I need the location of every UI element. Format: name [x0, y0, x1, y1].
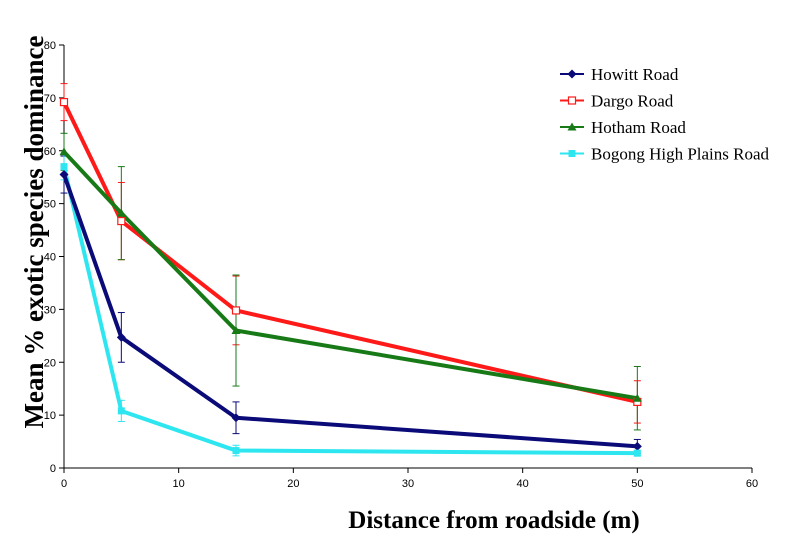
data-point: [60, 163, 68, 171]
x-tick-label: 20: [287, 478, 299, 490]
data-point: [568, 150, 576, 157]
y-tick-label: 20: [44, 357, 56, 369]
data-point: [116, 332, 126, 342]
x-tick-label: 60: [746, 478, 758, 490]
y-tick-label: 60: [44, 146, 56, 158]
data-point: [116, 208, 126, 217]
x-tick-label: 0: [61, 478, 67, 490]
data-point: [59, 147, 69, 156]
y-tick-label: 70: [44, 93, 56, 105]
data-point: [232, 447, 240, 455]
x-axis-label: Distance from roadside (m): [348, 507, 639, 534]
y-tick-label: 30: [44, 304, 56, 316]
x-tick-label: 40: [517, 478, 529, 490]
data-point: [633, 449, 641, 457]
y-tick-label: 0: [50, 463, 56, 475]
data-point: [231, 413, 241, 423]
data-point: [632, 441, 642, 451]
series-line: [62, 150, 638, 401]
axes: 0 10 20 30 40 50 60 70 80 0 10 20 30 40 50 60: [44, 40, 758, 490]
legend-label: Dargo Road: [591, 92, 674, 111]
series-lines: [62, 101, 638, 456]
error-bars: [60, 83, 641, 457]
data-point: [117, 216, 126, 226]
y-tick-label: 50: [44, 199, 56, 211]
series-line: [62, 101, 638, 404]
y-tick-label: 40: [44, 252, 56, 264]
series-line: [62, 166, 638, 456]
series-line: [62, 173, 638, 449]
x-tick-label: 30: [402, 478, 414, 490]
data-point: [59, 98, 69, 107]
data-point: [567, 122, 577, 131]
data-point: [59, 170, 69, 180]
data-point: [231, 326, 241, 335]
y-tick-label: 80: [44, 40, 56, 52]
data-point: [231, 306, 241, 315]
data-point: [567, 69, 577, 79]
x-tick-label: 50: [631, 478, 643, 490]
legend-label: Hotham Road: [591, 118, 686, 137]
legend: Howitt Road Dargo Road Hotham Road Bogong H…: [560, 65, 770, 164]
data-point: [117, 407, 125, 415]
legend-label: Bogong High Plains Road: [591, 145, 770, 164]
data-point: [567, 96, 577, 105]
data-point: [632, 393, 642, 402]
x-tick-label: 10: [173, 478, 185, 490]
y-axis-label: Mean % exotic species dominance: [19, 36, 49, 429]
series-markers: [59, 98, 642, 457]
y-tick-label: 10: [44, 410, 56, 422]
legend-label: Howitt Road: [591, 65, 679, 84]
